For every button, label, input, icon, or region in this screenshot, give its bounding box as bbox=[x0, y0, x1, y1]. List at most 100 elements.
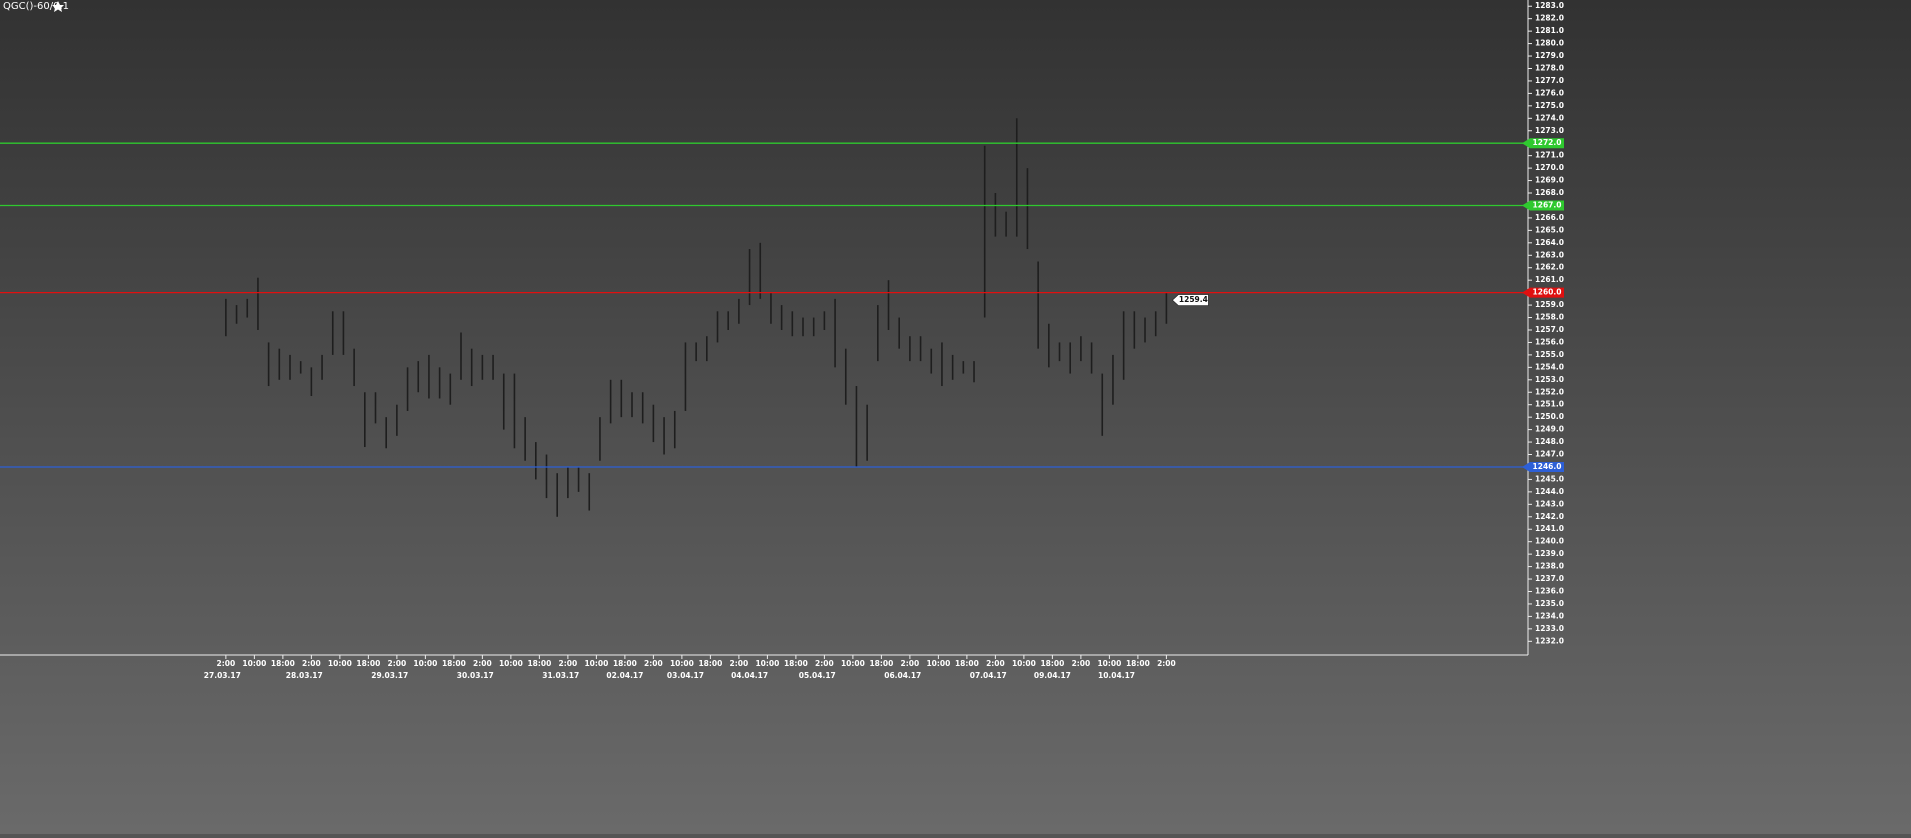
x-tick-label: 2:00 bbox=[1157, 659, 1176, 668]
level-label: 1272.0 bbox=[1533, 138, 1562, 147]
y-tick-label: 1256.0 bbox=[1535, 337, 1564, 346]
x-tick-label: 18:00 bbox=[527, 659, 551, 668]
x-tick-label: 10:00 bbox=[755, 659, 779, 668]
date-label: 27.03.17 bbox=[204, 671, 241, 680]
y-tick-label: 1264.0 bbox=[1535, 238, 1564, 247]
y-tick-label: 1250.0 bbox=[1535, 412, 1564, 421]
date-label: 07.04.17 bbox=[970, 671, 1007, 680]
level-label: 1246.0 bbox=[1533, 462, 1562, 471]
y-tick-label: 1237.0 bbox=[1535, 574, 1564, 583]
x-tick-label: 2:00 bbox=[559, 659, 578, 668]
x-tick-label: 2:00 bbox=[217, 659, 236, 668]
x-tick-label: 2:00 bbox=[730, 659, 749, 668]
x-tick-label: 18:00 bbox=[442, 659, 466, 668]
y-tick-label: 1234.0 bbox=[1535, 611, 1564, 620]
x-tick-label: 2:00 bbox=[1072, 659, 1091, 668]
x-tick-label: 2:00 bbox=[901, 659, 920, 668]
x-tick-label: 2:00 bbox=[644, 659, 663, 668]
y-tick-label: 1245.0 bbox=[1535, 474, 1564, 483]
y-tick-label: 1232.0 bbox=[1535, 636, 1564, 645]
y-tick-label: 1240.0 bbox=[1535, 537, 1564, 546]
y-tick-label: 1252.0 bbox=[1535, 387, 1564, 396]
x-tick-label: 10:00 bbox=[1097, 659, 1121, 668]
y-tick-label: 1279.0 bbox=[1535, 51, 1564, 60]
y-tick-label: 1251.0 bbox=[1535, 400, 1564, 409]
y-tick-label: 1281.0 bbox=[1535, 26, 1564, 35]
date-label: 05.04.17 bbox=[799, 671, 836, 680]
y-tick-label: 1282.0 bbox=[1535, 14, 1564, 23]
level-tag bbox=[1522, 138, 1564, 149]
y-tick-label: 1265.0 bbox=[1535, 225, 1564, 234]
x-tick-label: 10:00 bbox=[1012, 659, 1036, 668]
date-label: 06.04.17 bbox=[884, 671, 921, 680]
x-tick-label: 2:00 bbox=[815, 659, 834, 668]
x-tick-label: 10:00 bbox=[670, 659, 694, 668]
y-tick-label: 1274.0 bbox=[1535, 113, 1564, 122]
y-tick-label: 1270.0 bbox=[1535, 163, 1564, 172]
y-tick-label: 1271.0 bbox=[1535, 151, 1564, 160]
y-tick-label: 1249.0 bbox=[1535, 425, 1564, 434]
date-label: 10.04.17 bbox=[1098, 671, 1135, 680]
y-tick-label: 1248.0 bbox=[1535, 437, 1564, 446]
y-tick-label: 1233.0 bbox=[1535, 624, 1564, 633]
y-tick-label: 1273.0 bbox=[1535, 126, 1564, 135]
date-label: 28.03.17 bbox=[286, 671, 323, 680]
y-tick-label: 1268.0 bbox=[1535, 188, 1564, 197]
x-tick-label: 2:00 bbox=[473, 659, 492, 668]
x-tick-label: 18:00 bbox=[784, 659, 808, 668]
x-tick-label: 10:00 bbox=[328, 659, 352, 668]
level-label: 1260.0 bbox=[1533, 288, 1562, 297]
x-tick-label: 10:00 bbox=[926, 659, 950, 668]
last-price-tag bbox=[1171, 294, 1209, 306]
x-tick-label: 18:00 bbox=[698, 659, 722, 668]
y-tick-label: 1280.0 bbox=[1535, 39, 1564, 48]
x-tick-label: 2:00 bbox=[986, 659, 1005, 668]
last-price-label: 1259.4 bbox=[1179, 295, 1208, 304]
y-tick-label: 1259.0 bbox=[1535, 300, 1564, 309]
y-tick-label: 1235.0 bbox=[1535, 599, 1564, 608]
y-tick-label: 1244.0 bbox=[1535, 487, 1564, 496]
x-tick-label: 18:00 bbox=[1126, 659, 1150, 668]
y-tick-label: 1243.0 bbox=[1535, 499, 1564, 508]
y-tick-label: 1253.0 bbox=[1535, 375, 1564, 384]
x-tick-label: 10:00 bbox=[584, 659, 608, 668]
y-tick-label: 1261.0 bbox=[1535, 275, 1564, 284]
y-tick-label: 1258.0 bbox=[1535, 313, 1564, 322]
x-tick-label: 18:00 bbox=[869, 659, 893, 668]
y-tick-label: 1254.0 bbox=[1535, 362, 1564, 371]
level-tag bbox=[1522, 200, 1564, 211]
x-tick-label: 18:00 bbox=[955, 659, 979, 668]
x-tick-label: 10:00 bbox=[841, 659, 865, 668]
x-tick-label: 18:00 bbox=[613, 659, 637, 668]
y-tick-label: 1236.0 bbox=[1535, 586, 1564, 595]
x-tick-label: 10:00 bbox=[499, 659, 523, 668]
y-tick-label: 1238.0 bbox=[1535, 562, 1564, 571]
y-tick-label: 1239.0 bbox=[1535, 549, 1564, 558]
y-tick-label: 1247.0 bbox=[1535, 450, 1564, 459]
y-tick-label: 1241.0 bbox=[1535, 524, 1564, 533]
y-tick-label: 1283.0 bbox=[1535, 1, 1564, 10]
y-tick-label: 1276.0 bbox=[1535, 88, 1564, 97]
favorite-star[interactable] bbox=[52, 1, 64, 12]
x-tick-label: 2:00 bbox=[302, 659, 321, 668]
date-label: 31.03.17 bbox=[542, 671, 579, 680]
chart-title: QGC()-60/0.1 bbox=[3, 1, 69, 12]
date-label: 29.03.17 bbox=[371, 671, 408, 680]
y-tick-label: 1269.0 bbox=[1535, 176, 1564, 185]
y-tick-label: 1257.0 bbox=[1535, 325, 1564, 334]
level-tag bbox=[1522, 287, 1564, 298]
level-tag bbox=[1522, 461, 1564, 472]
level-label: 1267.0 bbox=[1533, 200, 1562, 209]
y-tick-label: 1277.0 bbox=[1535, 76, 1564, 85]
x-tick-label: 2:00 bbox=[388, 659, 407, 668]
y-tick-label: 1278.0 bbox=[1535, 63, 1564, 72]
x-tick-label: 18:00 bbox=[356, 659, 380, 668]
date-label: 03.04.17 bbox=[667, 671, 704, 680]
x-tick-label: 10:00 bbox=[413, 659, 437, 668]
y-tick-label: 1242.0 bbox=[1535, 512, 1564, 521]
y-tick-label: 1262.0 bbox=[1535, 263, 1564, 272]
x-tick-label: 18:00 bbox=[1040, 659, 1064, 668]
y-tick-label: 1255.0 bbox=[1535, 350, 1564, 359]
